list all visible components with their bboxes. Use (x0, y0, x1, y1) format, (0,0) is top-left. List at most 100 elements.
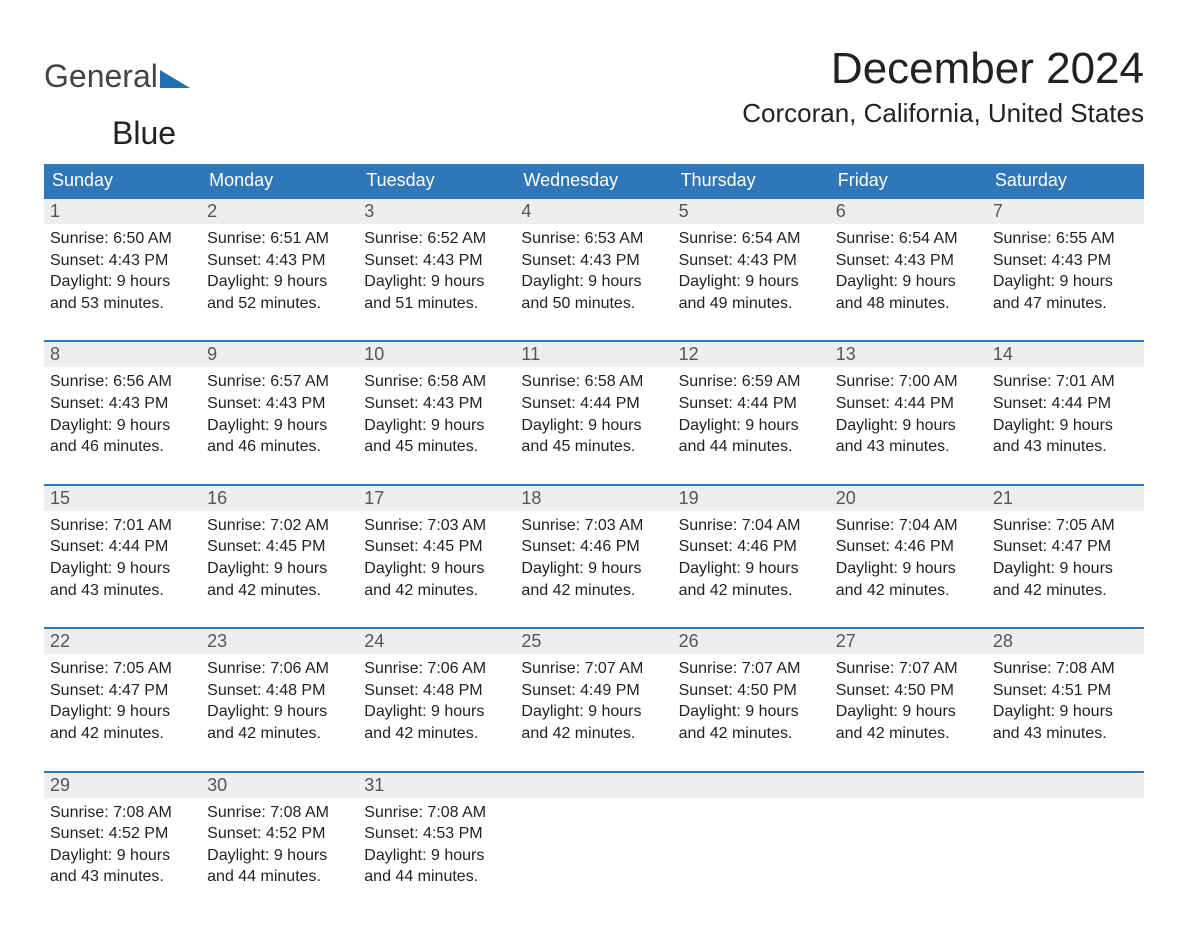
day-d1: Daylight: 9 hours (50, 558, 195, 580)
week-separator (44, 601, 1144, 627)
day-number-cell: 17 (358, 484, 515, 511)
day-ss: Sunset: 4:50 PM (679, 680, 824, 702)
day-ss: Sunset: 4:45 PM (207, 536, 352, 558)
day-info-cell: Sunrise: 7:03 AMSunset: 4:45 PMDaylight:… (358, 511, 515, 601)
day-sr: Sunrise: 7:01 AM (50, 515, 195, 537)
day-d1: Daylight: 9 hours (679, 271, 824, 293)
day-number-cell: 23 (201, 627, 358, 654)
day-info-cell: Sunrise: 7:07 AMSunset: 4:50 PMDaylight:… (673, 654, 830, 744)
day-number-cell: 12 (673, 340, 830, 367)
day-d1: Daylight: 9 hours (50, 415, 195, 437)
day-d2: and 50 minutes. (521, 293, 666, 315)
day-d1: Daylight: 9 hours (364, 701, 509, 723)
day-sr: Sunrise: 6:55 AM (993, 228, 1138, 250)
day-d2: and 42 minutes. (364, 723, 509, 745)
day-info-cell: Sunrise: 6:57 AMSunset: 4:43 PMDaylight:… (201, 367, 358, 457)
day-number-cell: 25 (515, 627, 672, 654)
day-sr: Sunrise: 6:54 AM (836, 228, 981, 250)
day-ss: Sunset: 4:47 PM (993, 536, 1138, 558)
day-number-cell: 24 (358, 627, 515, 654)
day-number-cell: 14 (987, 340, 1144, 367)
day-number-cell: 4 (515, 197, 672, 224)
day-number-cell: 1 (44, 197, 201, 224)
day-info-cell (673, 798, 830, 888)
day-sr: Sunrise: 7:08 AM (207, 802, 352, 824)
day-sr: Sunrise: 7:01 AM (993, 371, 1138, 393)
day-d1: Daylight: 9 hours (836, 558, 981, 580)
day-info-cell: Sunrise: 6:52 AMSunset: 4:43 PMDaylight:… (358, 224, 515, 314)
day-info-cell: Sunrise: 7:03 AMSunset: 4:46 PMDaylight:… (515, 511, 672, 601)
day-ss: Sunset: 4:47 PM (50, 680, 195, 702)
day-d2: and 51 minutes. (364, 293, 509, 315)
day-number-cell (987, 771, 1144, 798)
calendar-head: Sunday Monday Tuesday Wednesday Thursday… (44, 164, 1144, 197)
day-d2: and 42 minutes. (50, 723, 195, 745)
day-ss: Sunset: 4:52 PM (50, 823, 195, 845)
day-info-cell: Sunrise: 7:07 AMSunset: 4:50 PMDaylight:… (830, 654, 987, 744)
day-sr: Sunrise: 7:08 AM (993, 658, 1138, 680)
day-info-cell: Sunrise: 6:59 AMSunset: 4:44 PMDaylight:… (673, 367, 830, 457)
day-sr: Sunrise: 7:04 AM (836, 515, 981, 537)
day-number-cell: 31 (358, 771, 515, 798)
day-info-cell (987, 798, 1144, 888)
day-d1: Daylight: 9 hours (521, 415, 666, 437)
day-d1: Daylight: 9 hours (836, 415, 981, 437)
day-ss: Sunset: 4:48 PM (364, 680, 509, 702)
day-info-cell: Sunrise: 6:51 AMSunset: 4:43 PMDaylight:… (201, 224, 358, 314)
day-ss: Sunset: 4:43 PM (50, 250, 195, 272)
day-number-cell (673, 771, 830, 798)
day-sr: Sunrise: 7:08 AM (50, 802, 195, 824)
day-d1: Daylight: 9 hours (679, 415, 824, 437)
day-ss: Sunset: 4:44 PM (993, 393, 1138, 415)
day-ss: Sunset: 4:44 PM (50, 536, 195, 558)
day-info-row: Sunrise: 6:50 AMSunset: 4:43 PMDaylight:… (44, 224, 1144, 314)
day-info-row: Sunrise: 7:08 AMSunset: 4:52 PMDaylight:… (44, 798, 1144, 888)
day-d2: and 53 minutes. (50, 293, 195, 315)
day-d1: Daylight: 9 hours (207, 701, 352, 723)
day-info-cell: Sunrise: 7:01 AMSunset: 4:44 PMDaylight:… (44, 511, 201, 601)
day-info-cell (830, 798, 987, 888)
day-d1: Daylight: 9 hours (993, 415, 1138, 437)
day-header: Monday (201, 164, 358, 197)
day-d1: Daylight: 9 hours (207, 558, 352, 580)
day-number-cell: 19 (673, 484, 830, 511)
day-info-cell: Sunrise: 7:01 AMSunset: 4:44 PMDaylight:… (987, 367, 1144, 457)
day-info-cell: Sunrise: 7:06 AMSunset: 4:48 PMDaylight:… (201, 654, 358, 744)
day-d2: and 43 minutes. (993, 436, 1138, 458)
day-info-row: Sunrise: 7:05 AMSunset: 4:47 PMDaylight:… (44, 654, 1144, 744)
day-info-cell: Sunrise: 7:05 AMSunset: 4:47 PMDaylight:… (44, 654, 201, 744)
day-number-cell (515, 771, 672, 798)
day-d1: Daylight: 9 hours (50, 701, 195, 723)
day-ss: Sunset: 4:53 PM (364, 823, 509, 845)
day-info-cell: Sunrise: 7:00 AMSunset: 4:44 PMDaylight:… (830, 367, 987, 457)
day-d2: and 44 minutes. (364, 866, 509, 888)
day-sr: Sunrise: 6:58 AM (521, 371, 666, 393)
day-sr: Sunrise: 6:58 AM (364, 371, 509, 393)
day-info-cell: Sunrise: 6:50 AMSunset: 4:43 PMDaylight:… (44, 224, 201, 314)
day-sr: Sunrise: 6:54 AM (679, 228, 824, 250)
day-d2: and 47 minutes. (993, 293, 1138, 315)
day-header: Friday (830, 164, 987, 197)
day-sr: Sunrise: 7:03 AM (364, 515, 509, 537)
day-ss: Sunset: 4:43 PM (364, 393, 509, 415)
day-ss: Sunset: 4:46 PM (679, 536, 824, 558)
day-ss: Sunset: 4:45 PM (364, 536, 509, 558)
day-info-cell: Sunrise: 7:06 AMSunset: 4:48 PMDaylight:… (358, 654, 515, 744)
day-ss: Sunset: 4:44 PM (679, 393, 824, 415)
day-ss: Sunset: 4:43 PM (836, 250, 981, 272)
day-ss: Sunset: 4:43 PM (364, 250, 509, 272)
daynum-row: 293031 (44, 771, 1144, 798)
day-d2: and 42 minutes. (364, 580, 509, 602)
day-info-row: Sunrise: 6:56 AMSunset: 4:43 PMDaylight:… (44, 367, 1144, 457)
brand-logo: General (44, 30, 192, 95)
day-sr: Sunrise: 6:51 AM (207, 228, 352, 250)
day-number-cell: 10 (358, 340, 515, 367)
day-info-cell: Sunrise: 7:08 AMSunset: 4:53 PMDaylight:… (358, 798, 515, 888)
day-header: Saturday (987, 164, 1144, 197)
day-d1: Daylight: 9 hours (364, 558, 509, 580)
day-d1: Daylight: 9 hours (207, 271, 352, 293)
day-header: Sunday (44, 164, 201, 197)
day-info-cell: Sunrise: 6:54 AMSunset: 4:43 PMDaylight:… (830, 224, 987, 314)
day-number-cell: 11 (515, 340, 672, 367)
day-d1: Daylight: 9 hours (364, 845, 509, 867)
